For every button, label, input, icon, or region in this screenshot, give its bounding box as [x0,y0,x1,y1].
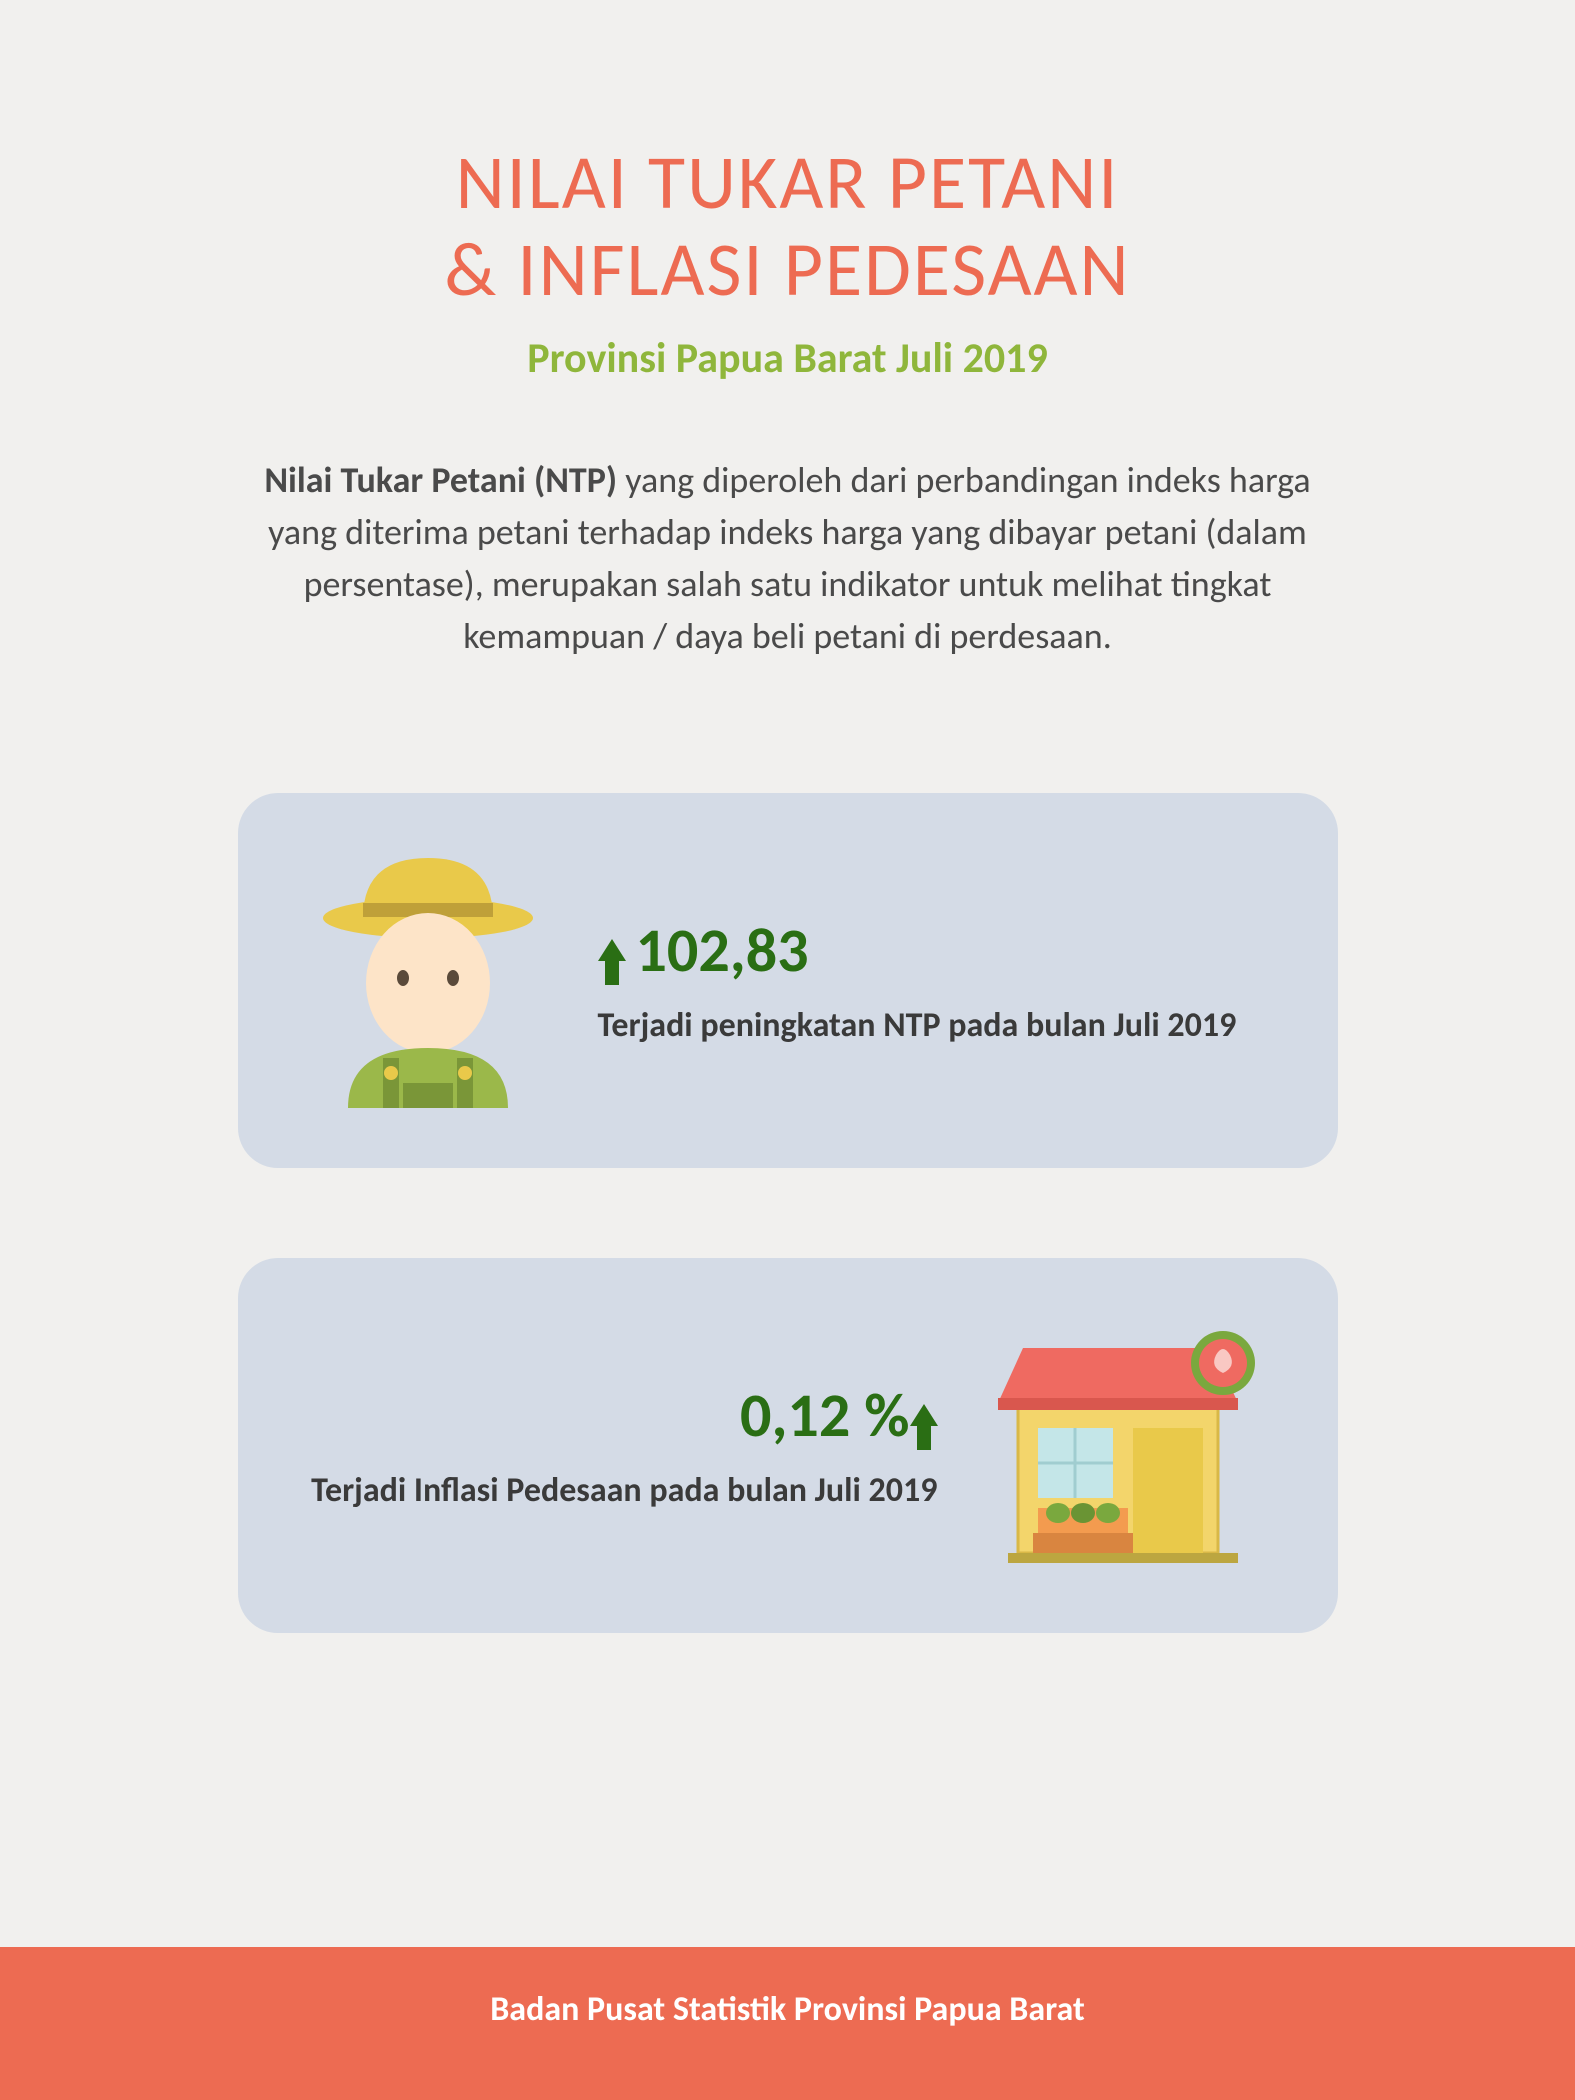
inflation-stat-line: 0,12 % [308,1377,938,1453]
card-ntp: 102,83 Terjadi peningkatan NTP pada bula… [238,793,1338,1168]
header: NILAI TUKAR PETANI & INFLASI PEDESAAN Pr… [0,0,1575,384]
card-inflation: 0,12 % Terjadi Inflasi Pedesaan pada bul… [238,1258,1338,1633]
shop-icon [988,1313,1268,1578]
farmer-icon [308,848,548,1113]
page-subtitle: Provinsi Papua Barat Juli 2019 [0,333,1575,384]
ntp-stat-line: 102,83 [598,912,1268,988]
card-inflation-text: 0,12 % Terjadi Inflasi Pedesaan pada bul… [308,1377,938,1514]
inflation-value: 0,12 % [740,1377,909,1453]
ntp-desc: Terjadi peningkatan NTP pada bulan Juli … [598,1003,1268,1049]
page-title: NILAI TUKAR PETANI & INFLASI PEDESAAN [0,140,1575,315]
inflation-desc: Terjadi Inflasi Pedesaan pada bulan Juli… [308,1468,938,1514]
footer-text: Badan Pusat Statistik Provinsi Papua Bar… [490,1989,1085,2030]
title-line1: NILAI TUKAR PETANI [456,137,1120,229]
card-ntp-text: 102,83 Terjadi peningkatan NTP pada bula… [598,912,1268,1049]
title-line2: & INFLASI PEDESAAN [444,224,1130,316]
description-text: Nilai Tukar Petani (NTP) yang diperoleh … [253,454,1323,663]
ntp-value: 102,83 [636,912,809,988]
arrow-up-icon [910,1404,938,1426]
description-bold: Nilai Tukar Petani (NTP) [264,458,625,502]
arrow-up-icon [598,939,626,961]
footer: Badan Pusat Statistik Provinsi Papua Bar… [0,1947,1575,2100]
